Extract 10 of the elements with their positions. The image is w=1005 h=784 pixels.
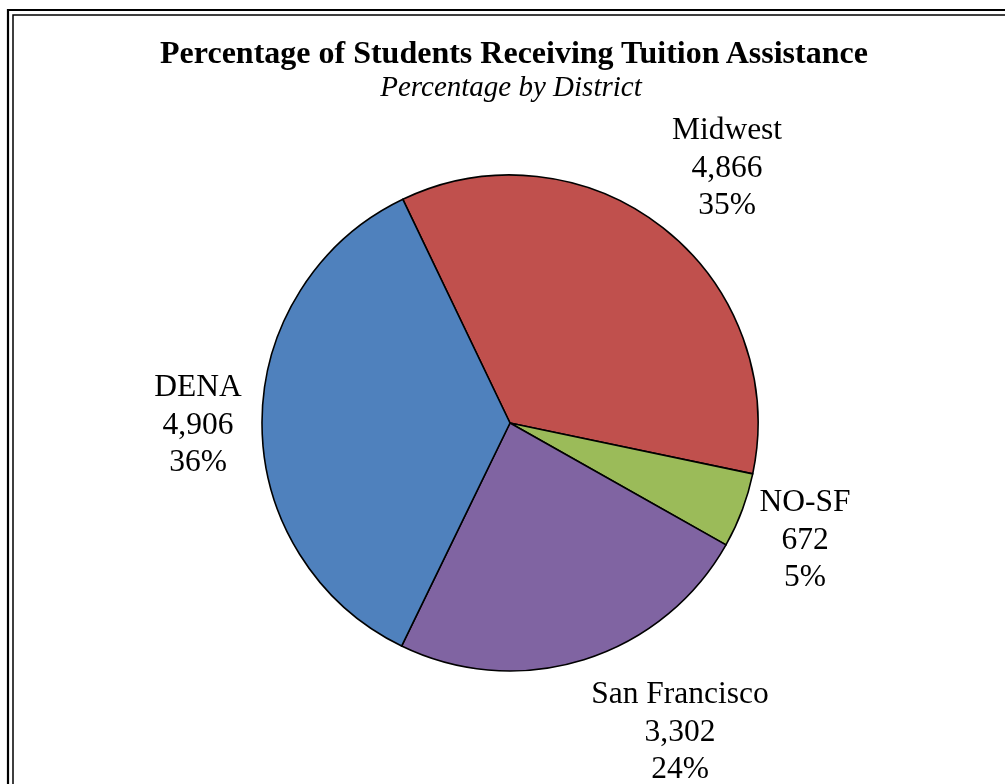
chart-title: Percentage of Students Receiving Tuition Assistance (160, 34, 868, 70)
data-label: 672 5% (781, 520, 829, 593)
slice-label: NO-SF (759, 483, 851, 518)
data-label: 4,906 36% (162, 405, 234, 478)
data-label: 4,866 35% (691, 148, 763, 221)
data-label: 3,302 24% (644, 712, 716, 784)
chart-subtitle: Percentage by District (379, 70, 643, 102)
slice-label: San Francisco (591, 675, 769, 710)
slice-label: Midwest (671, 111, 783, 146)
slice-label: DENA (154, 368, 242, 403)
